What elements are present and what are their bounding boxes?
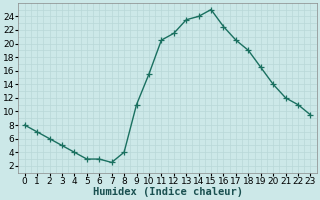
X-axis label: Humidex (Indice chaleur): Humidex (Indice chaleur) [92,187,243,197]
